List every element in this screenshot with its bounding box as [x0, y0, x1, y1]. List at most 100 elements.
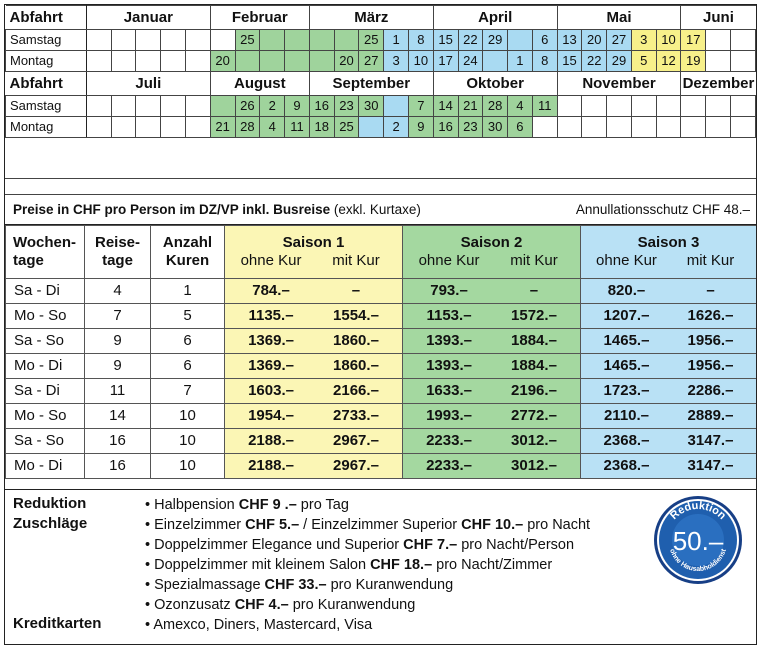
date-cell — [135, 116, 162, 138]
month-label: Oktober — [432, 71, 558, 96]
price-with-cure: – — [706, 282, 715, 299]
date-cell — [308, 29, 335, 51]
price-without-cure: 784.– — [252, 282, 290, 299]
price-row: Mo - So 14 10 1954.– 2733.– 1993.– 2772.– 2110.… — [5, 403, 756, 429]
date-cell — [705, 50, 731, 72]
date-cell: 30 — [482, 116, 509, 138]
date-cell: 19 — [680, 50, 707, 72]
note-item: Doppelzimmer Elegance und Superior CHF 7… — [145, 535, 590, 555]
date-cell — [630, 116, 657, 138]
date-cell: 29 — [482, 29, 509, 51]
cures-cell: 10 — [150, 453, 225, 479]
date-cell: 18 — [308, 116, 335, 138]
price-without-cure: 2233.– — [426, 457, 472, 474]
price-without-cure: 1369.– — [248, 332, 294, 349]
date-cell: 1 — [507, 50, 533, 72]
weekdays-cell: Mo - So — [5, 403, 85, 429]
date-cell: 21 — [457, 95, 484, 117]
weekday-label: Montag — [5, 116, 87, 138]
season-2-prices: 1393.– 1884.– — [402, 353, 581, 379]
date-cell: 27 — [606, 29, 632, 51]
date-cell — [85, 50, 112, 72]
date-cell — [729, 95, 756, 117]
date-cell: 26 — [234, 95, 261, 117]
season-3-prices: 1207.– 1626.– — [580, 303, 756, 329]
travel-days-cell: 14 — [84, 403, 151, 429]
date-cell — [729, 50, 756, 72]
date-cell — [507, 29, 533, 51]
badge-center — [672, 514, 724, 566]
month-header-row: Abfahrt Januar Februar März April Mai Juni — [5, 5, 756, 30]
weekday-label: Samstag — [5, 95, 87, 117]
travel-days-cell: 16 — [84, 428, 151, 454]
departure-label: Abfahrt — [5, 71, 87, 96]
date-cell: 2 — [383, 116, 409, 138]
cures-cell: 1 — [150, 278, 225, 304]
price-with-cure: 3147.– — [687, 457, 734, 474]
price-with-cure: 1554.– — [333, 307, 379, 324]
month-label: August — [209, 71, 310, 96]
season-1-prices: 784.– – — [224, 278, 403, 304]
date-cell — [85, 116, 112, 138]
date-cell: 29 — [606, 50, 632, 72]
weekdays-cell: Mo - So — [5, 303, 85, 329]
date-cell — [729, 29, 756, 51]
price-without-cure: 2110.– — [603, 407, 650, 424]
notes-list: Halbpension CHF 9 .– pro Tag Einzelzimme… — [145, 495, 590, 633]
season-3-prices: 2368.– 3147.– — [580, 428, 756, 454]
travel-days-cell: 4 — [84, 278, 151, 304]
season-2-prices: 793.– – — [402, 278, 581, 304]
date-cell: 8 — [407, 29, 434, 51]
travel-days-cell: 16 — [84, 453, 151, 479]
season-1-prices: 2188.– 2967.– — [224, 453, 403, 479]
price-with-cure: 3012.– — [511, 457, 557, 474]
date-cell — [655, 116, 682, 138]
price-without-cure: 820.– — [607, 282, 646, 299]
reduction-heading: Reduktion — [13, 495, 87, 512]
date-cell — [135, 50, 162, 72]
badge-value: 50.– — [673, 526, 724, 556]
price-with-cure: 2967.– — [333, 432, 379, 449]
season-3-header: Saison 3 ohne Kur mit Kur — [580, 225, 756, 279]
date-cell: 12 — [655, 50, 682, 72]
price-with-cure: 2889.– — [687, 407, 734, 424]
date-cell: 30 — [358, 95, 385, 117]
price-with-cure: 1860.– — [333, 332, 379, 349]
season-3-prices: 1723.– 2286.– — [580, 378, 756, 404]
season-1-header: Saison 1 ohne Kur mit Kur — [224, 225, 403, 279]
season-3-prices: 1465.– 1956.– — [580, 328, 756, 354]
month-label: Januar — [86, 5, 211, 30]
season-2-prices: 1633.– 2196.– — [402, 378, 581, 404]
date-cell — [284, 50, 310, 72]
date-cell: 27 — [358, 50, 385, 72]
price-without-cure: 1207.– — [603, 307, 650, 324]
price-with-cure: 1956.– — [687, 357, 734, 374]
month-label: November — [556, 71, 681, 96]
season-1-prices: 1603.– 2166.– — [224, 378, 403, 404]
date-cell — [110, 50, 137, 72]
date-cell: 6 — [531, 29, 558, 51]
date-cell: 8 — [531, 50, 558, 72]
price-with-cure: 2772.– — [511, 407, 557, 424]
price-with-cure: 1956.– — [687, 332, 734, 349]
date-cell — [630, 95, 657, 117]
date-cell — [581, 95, 608, 117]
cancellation-insurance: Annullationsschutz CHF 48.– — [575, 202, 750, 217]
date-cell: 28 — [482, 95, 509, 117]
weekdays-cell: Mo - Di — [5, 453, 85, 479]
price-without-cure: 1393.– — [426, 357, 472, 374]
season-1-prices: 2188.– 2967.– — [224, 428, 403, 454]
price-without-cure: 793.– — [430, 282, 468, 299]
credit-cards-heading: Kreditkarten — [13, 615, 102, 632]
month-header-row: Abfahrt Juli August September Oktober Novembe… — [5, 71, 756, 96]
cures-cell: 7 — [150, 378, 225, 404]
date-cell: 3 — [630, 29, 657, 51]
date-cell — [234, 50, 261, 72]
season-2-prices: 1153.– 1572.– — [402, 303, 581, 329]
month-label: Juni — [680, 5, 756, 30]
weekday-label: Samstag — [5, 29, 87, 51]
price-without-cure: 1954.– — [248, 407, 294, 424]
month-label: Mai — [556, 5, 681, 30]
price-without-cure: 2368.– — [603, 457, 650, 474]
note-item: Einzelzimmer CHF 5.– / Einzelzimmer Supe… — [145, 515, 590, 535]
